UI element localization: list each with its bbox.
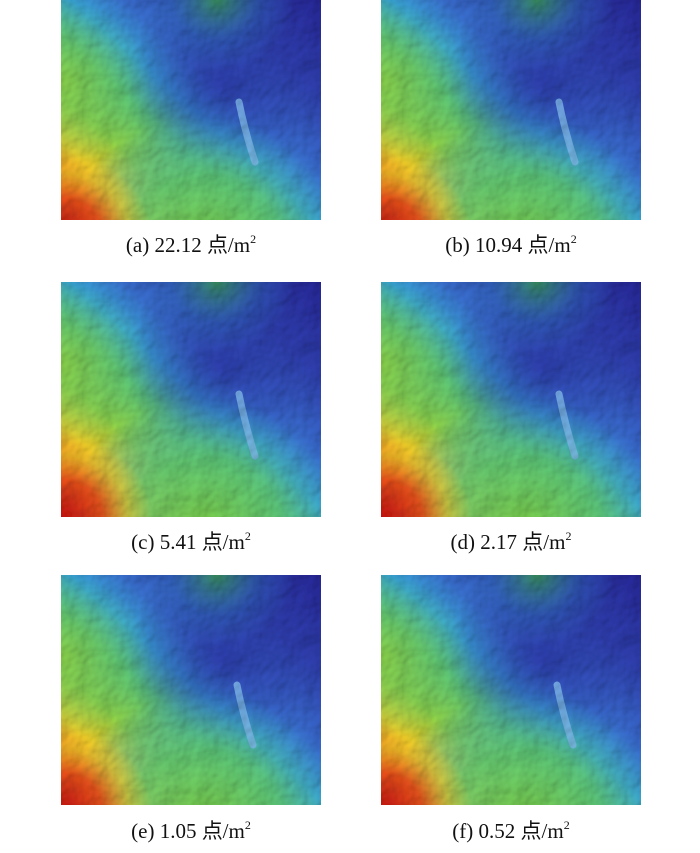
dem-image-d (381, 282, 641, 517)
elevation-map-c (61, 282, 321, 517)
caption-f: (f) 0.52 点/m2 (452, 818, 570, 843)
dem-image-f (381, 575, 641, 805)
caption-e: (e) 1.05 点/m2 (131, 818, 251, 843)
elevation-map-a (61, 0, 321, 220)
panel-b: (b) 10.94 点/m2 (381, 0, 641, 257)
dem-image-a (61, 0, 321, 220)
dem-image-b (381, 0, 641, 220)
elevation-map-b (381, 0, 641, 220)
elevation-map-e (61, 575, 321, 805)
elevation-map-f (381, 575, 641, 805)
panel-e: (e) 1.05 点/m2 (61, 575, 321, 843)
caption-b: (b) 10.94 点/m2 (445, 232, 577, 257)
caption-d: (d) 2.17 点/m2 (450, 529, 572, 554)
panel-d: (d) 2.17 点/m2 (381, 282, 641, 554)
panel-f: (f) 0.52 点/m2 (381, 575, 641, 843)
panel-c: (c) 5.41 点/m2 (61, 282, 321, 554)
elevation-map-d (381, 282, 641, 517)
caption-c: (c) 5.41 点/m2 (131, 529, 251, 554)
panel-a: (a) 22.12 点/m2 (61, 0, 321, 257)
dem-image-e (61, 575, 321, 805)
dem-image-c (61, 282, 321, 517)
caption-a: (a) 22.12 点/m2 (125, 232, 257, 257)
